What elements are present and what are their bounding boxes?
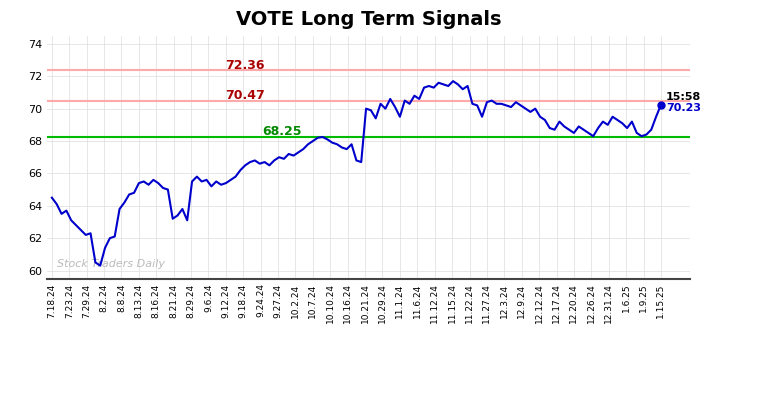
- Title: VOTE Long Term Signals: VOTE Long Term Signals: [236, 10, 501, 29]
- Text: 72.36: 72.36: [226, 59, 265, 72]
- Text: 68.25: 68.25: [262, 125, 302, 138]
- Text: 15:58: 15:58: [666, 92, 701, 102]
- Text: 70.23: 70.23: [666, 103, 701, 113]
- Text: Stock Traders Daily: Stock Traders Daily: [56, 259, 165, 269]
- Text: 70.47: 70.47: [226, 89, 265, 102]
